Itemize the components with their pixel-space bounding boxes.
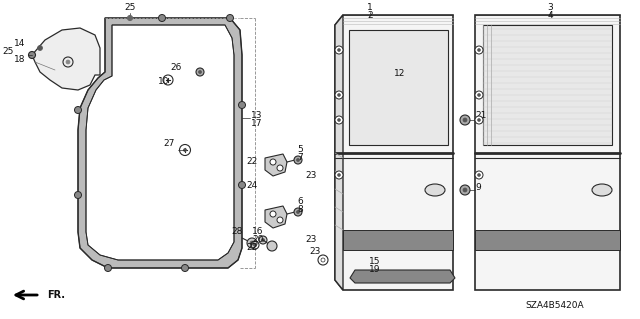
Circle shape	[335, 91, 343, 99]
Text: 5: 5	[297, 145, 303, 154]
Circle shape	[337, 118, 340, 122]
Text: 18: 18	[14, 56, 26, 64]
Polygon shape	[343, 230, 453, 250]
Text: 15: 15	[369, 257, 381, 266]
Text: 24: 24	[246, 181, 258, 189]
Text: 26: 26	[170, 63, 182, 72]
Text: 2: 2	[367, 11, 373, 20]
Text: 3: 3	[547, 4, 553, 12]
Text: 23: 23	[305, 235, 316, 244]
Circle shape	[475, 171, 483, 179]
Circle shape	[460, 115, 470, 125]
Circle shape	[270, 159, 276, 165]
Polygon shape	[350, 270, 455, 283]
Text: 19: 19	[369, 264, 381, 273]
Text: 23: 23	[309, 248, 321, 256]
Circle shape	[337, 174, 340, 176]
Circle shape	[247, 238, 257, 248]
Circle shape	[196, 68, 204, 76]
Circle shape	[253, 243, 257, 247]
Polygon shape	[335, 15, 453, 290]
Circle shape	[463, 188, 467, 192]
Circle shape	[477, 174, 481, 176]
Circle shape	[270, 211, 276, 217]
Circle shape	[198, 70, 202, 73]
Circle shape	[475, 116, 483, 124]
Circle shape	[475, 91, 483, 99]
Ellipse shape	[592, 184, 612, 196]
Text: 12: 12	[394, 69, 406, 78]
Text: 4: 4	[547, 11, 553, 20]
Text: 14: 14	[14, 39, 26, 48]
Circle shape	[104, 264, 111, 271]
Circle shape	[227, 14, 234, 21]
Circle shape	[29, 51, 35, 58]
Circle shape	[127, 16, 132, 20]
Circle shape	[74, 191, 81, 198]
Text: 6: 6	[297, 197, 303, 206]
Text: 25: 25	[3, 48, 13, 56]
Circle shape	[335, 46, 343, 54]
PathPatch shape	[78, 18, 242, 268]
Circle shape	[460, 185, 470, 195]
Polygon shape	[32, 28, 100, 90]
Circle shape	[475, 46, 483, 54]
Text: 17: 17	[251, 118, 262, 128]
Text: 22: 22	[246, 243, 258, 253]
Polygon shape	[265, 154, 287, 176]
Polygon shape	[475, 230, 620, 250]
Text: 23: 23	[305, 170, 316, 180]
Circle shape	[277, 165, 283, 171]
Circle shape	[294, 156, 302, 164]
Circle shape	[277, 217, 283, 223]
Circle shape	[250, 241, 254, 245]
Circle shape	[477, 48, 481, 51]
Text: 16: 16	[252, 227, 264, 236]
Circle shape	[335, 116, 343, 124]
Text: 27: 27	[164, 138, 175, 147]
Text: 8: 8	[297, 205, 303, 214]
Text: 28: 28	[231, 227, 243, 236]
Ellipse shape	[425, 184, 445, 196]
Circle shape	[337, 93, 340, 97]
Text: FR.: FR.	[47, 290, 65, 300]
Circle shape	[38, 46, 42, 50]
Circle shape	[267, 241, 277, 251]
Polygon shape	[475, 15, 620, 290]
Circle shape	[335, 171, 343, 179]
Text: 1: 1	[367, 4, 373, 12]
Text: 9: 9	[475, 182, 481, 191]
Text: 13: 13	[251, 110, 262, 120]
Text: 10: 10	[158, 78, 170, 86]
Circle shape	[294, 208, 302, 216]
Circle shape	[239, 182, 246, 189]
Polygon shape	[349, 30, 448, 145]
Polygon shape	[483, 25, 612, 145]
Text: 22: 22	[246, 158, 258, 167]
Circle shape	[262, 239, 264, 241]
Circle shape	[477, 93, 481, 97]
Circle shape	[239, 101, 246, 108]
Circle shape	[159, 14, 166, 21]
Circle shape	[259, 236, 267, 244]
Circle shape	[296, 211, 300, 213]
Text: 21: 21	[475, 110, 486, 120]
Circle shape	[296, 159, 300, 161]
Circle shape	[184, 149, 186, 152]
Text: 7: 7	[297, 153, 303, 162]
Text: 20: 20	[252, 235, 264, 244]
Circle shape	[182, 264, 189, 271]
Polygon shape	[335, 15, 343, 290]
Circle shape	[463, 118, 467, 122]
Circle shape	[337, 48, 340, 51]
Circle shape	[477, 118, 481, 122]
Text: 25: 25	[124, 4, 136, 12]
Circle shape	[66, 60, 70, 64]
Text: SZA4B5420A: SZA4B5420A	[525, 300, 584, 309]
Polygon shape	[265, 206, 287, 228]
Circle shape	[74, 107, 81, 114]
